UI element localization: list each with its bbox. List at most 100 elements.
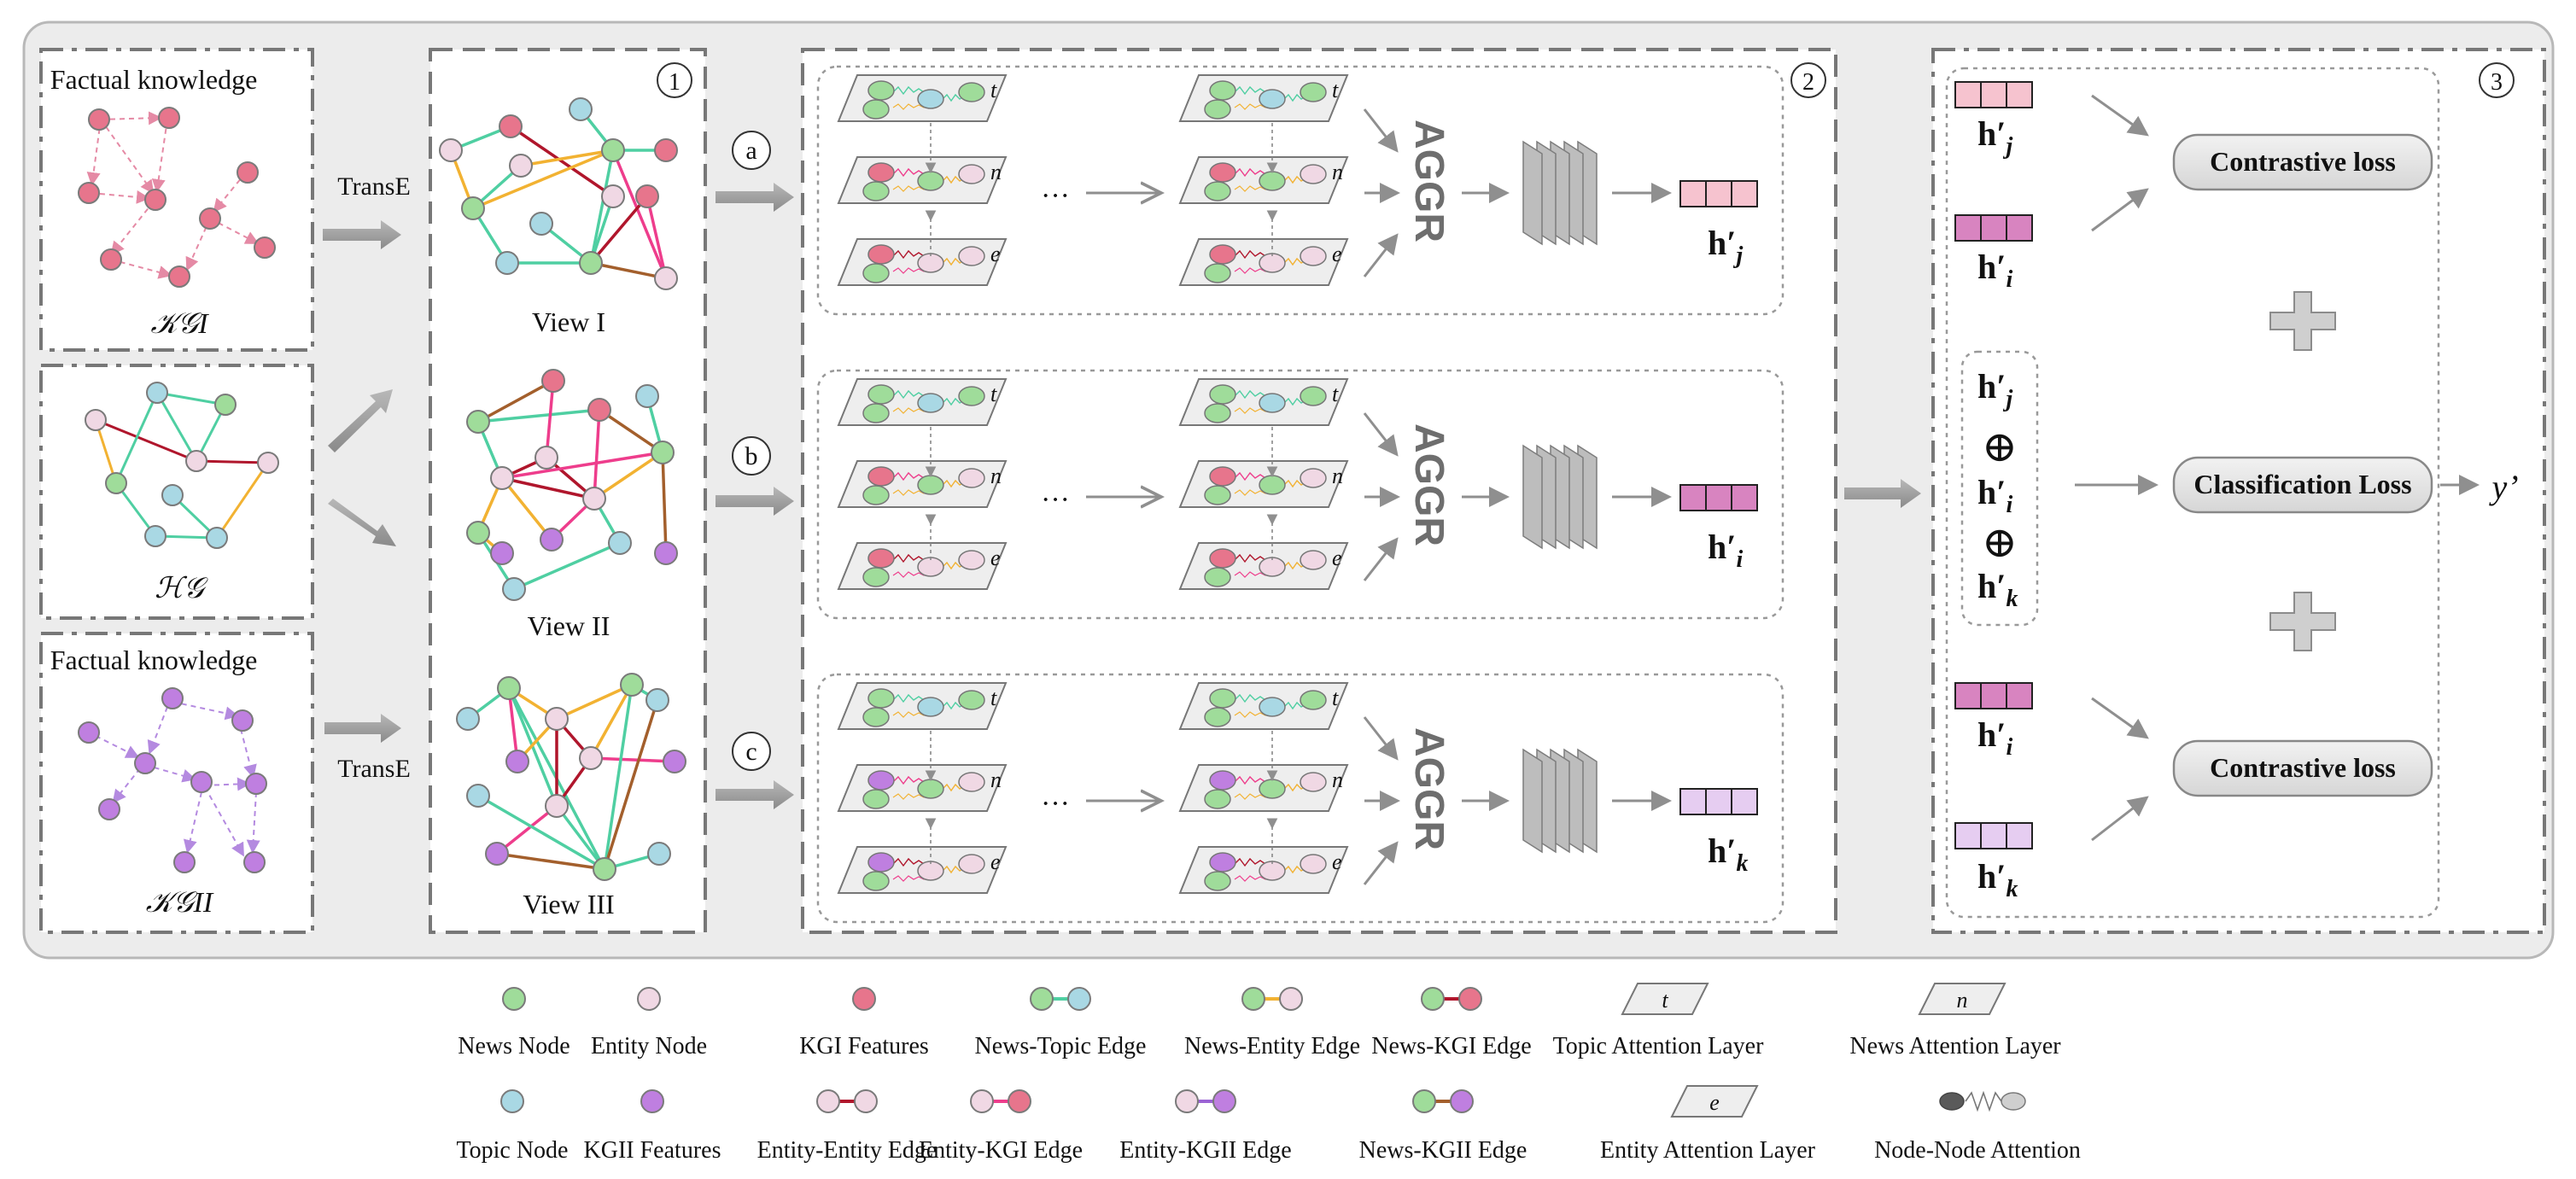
kgi-nodes: [78, 107, 276, 288]
branch-c-aggr: AGGR: [1406, 727, 1452, 850]
branch-letter-b: b: [745, 442, 758, 470]
legend-item: e Entity Attention Layer: [1600, 1085, 1816, 1164]
hg-nodes: [85, 382, 279, 549]
svg-text:e: e: [1709, 1090, 1720, 1115]
view3-nodes: [456, 673, 686, 881]
branch-a-stack1-n-layer: n: [837, 156, 1008, 204]
legend-item: t Topic Attention Layer: [1553, 983, 1765, 1059]
svg-text:e: e: [1332, 849, 1342, 874]
legend-label: Entity Node: [591, 1033, 707, 1059]
oplus-2: ⊕: [1982, 518, 2018, 566]
contrastive-loss-top: [2172, 133, 2433, 191]
branch-b-stack2-e-layer: e: [1178, 542, 1349, 590]
vector-hi-bottom: [1954, 682, 2033, 709]
contrastive-loss-bottom-label: Contrastive loss: [2210, 752, 2396, 783]
legend-label: Node-Node Attention: [1874, 1137, 2081, 1164]
legend-label: News Node: [458, 1033, 570, 1059]
plus-icon-top: [2269, 291, 2336, 351]
contrastive-loss-bottom: [2172, 739, 2433, 797]
transe-label-bottom: TransE: [337, 755, 411, 783]
branch-b-aggr: AGGR: [1406, 423, 1452, 546]
plus-icon-bottom: [2269, 592, 2336, 651]
legend-item: News-Topic Edge: [975, 987, 1146, 1059]
branch-b-dots: ···: [1041, 484, 1070, 516]
loss-arrows: [2075, 94, 2480, 842]
legend-label: Entity-KGII Edge: [1119, 1137, 1291, 1164]
svg-text:n: n: [1332, 160, 1343, 184]
legend-item: KGII Features: [584, 1089, 721, 1164]
branch-b-stack1-e-layer: e: [837, 542, 1008, 590]
legend-label: Entity Attention Layer: [1600, 1137, 1816, 1164]
svg-text:t: t: [1662, 988, 1668, 1013]
branch-a-feature-maps: [1522, 140, 1598, 246]
svg-text:e: e: [990, 242, 1001, 266]
legend-label: KGI Features: [799, 1033, 929, 1059]
legend-item: n News Attention Layer: [1849, 983, 2061, 1059]
kgii-graph: [95, 701, 260, 857]
branch-b-stack1-t-layer: t: [837, 378, 1008, 426]
legend-label: Topic Attention Layer: [1553, 1033, 1765, 1059]
branch-c-stack1-n-layer: n: [837, 764, 1008, 812]
branch-b-stack2-t-layer: t: [1178, 378, 1349, 426]
branch-a-stack1-e-layer: e: [837, 238, 1008, 286]
label-hk-concat: h′k: [1977, 567, 2018, 612]
legend-item: Topic Node: [456, 1089, 569, 1164]
contrastive-loss-top-label: Contrastive loss: [2210, 146, 2396, 177]
legend-label: News-KGII Edge: [1359, 1137, 1527, 1164]
svg-text:e: e: [990, 546, 1001, 570]
legend-item: Entity-KGI Edge: [919, 1089, 1083, 1164]
legend: News Node Entity Node KGI Features News-Top…: [456, 983, 2081, 1164]
branch-a-output-vector: [1679, 180, 1758, 207]
branch-letters: a b c: [732, 131, 771, 771]
view1-label: View I: [532, 306, 605, 337]
legend-item: News-KGII Edge: [1359, 1089, 1527, 1164]
vector-hj-top: [1954, 81, 2033, 108]
legend-item: Node-Node Attention: [1874, 1090, 2081, 1164]
legend-label: Entity-Entity Edge: [757, 1137, 938, 1164]
branch-a-aggr: AGGR: [1406, 120, 1452, 242]
branch-c-stack2-n-layer: n: [1178, 764, 1349, 812]
kgii-title: Factual knowledge: [50, 645, 258, 675]
oplus-1: ⊕: [1982, 423, 2018, 470]
left-inputs: Factual knowledge 𝒦𝒢I ℋ𝒢 Factual knowled…: [39, 48, 314, 934]
branch-a-dots: ···: [1041, 180, 1070, 212]
branch-b-output-vector: [1679, 484, 1758, 511]
legend-label: News Attention Layer: [1849, 1033, 2061, 1059]
legend-item: Entity-Entity Edge: [757, 1089, 938, 1164]
branch-arrows: [716, 183, 794, 809]
output-y: y’: [2488, 468, 2518, 506]
branch-a-stack2-e-layer: e: [1178, 238, 1349, 286]
kgii-name: 𝒦𝒢II: [146, 887, 214, 919]
branch-b-stack1-n-layer: n: [837, 460, 1008, 508]
legend-item: Entity Node: [591, 987, 707, 1059]
view1-nodes: [439, 97, 678, 290]
svg-text:n: n: [1332, 464, 1343, 488]
branch-a-stack2-t-layer: t: [1178, 74, 1349, 122]
branch-c-stack2-t-layer: t: [1178, 682, 1349, 730]
to-loss-arrow: [1844, 479, 1921, 508]
kgi-graph: [86, 111, 260, 279]
branch-letter-a: a: [745, 137, 756, 165]
transe-arrows: [323, 220, 401, 743]
svg-text:e: e: [1332, 546, 1342, 570]
svg-text:n: n: [990, 768, 1002, 792]
branch-letter-c: c: [745, 738, 756, 766]
transe-label-top: TransE: [337, 172, 411, 201]
svg-text:t: t: [1332, 686, 1339, 710]
svg-text:e: e: [990, 849, 1001, 874]
svg-text:t: t: [990, 78, 997, 102]
kgi-title: Factual knowledge: [50, 64, 258, 95]
svg-text:e: e: [1332, 242, 1342, 266]
view3-label: View III: [523, 889, 614, 919]
branch-c-stack1-t-layer: t: [837, 682, 1008, 730]
vector-hk-bottom: [1954, 822, 2033, 849]
legend-label: News-KGI Edge: [1371, 1033, 1531, 1059]
view2-label: View II: [528, 610, 610, 641]
legend-item: News-KGI Edge: [1371, 987, 1532, 1059]
legend-item: News-Entity Edge: [1184, 987, 1360, 1059]
svg-text:n: n: [990, 464, 1002, 488]
view2-nodes: [466, 369, 678, 601]
kgii-nodes: [78, 687, 267, 873]
legend-item: KGI Features: [799, 987, 929, 1059]
branch-b-stack2-n-layer: n: [1178, 460, 1349, 508]
